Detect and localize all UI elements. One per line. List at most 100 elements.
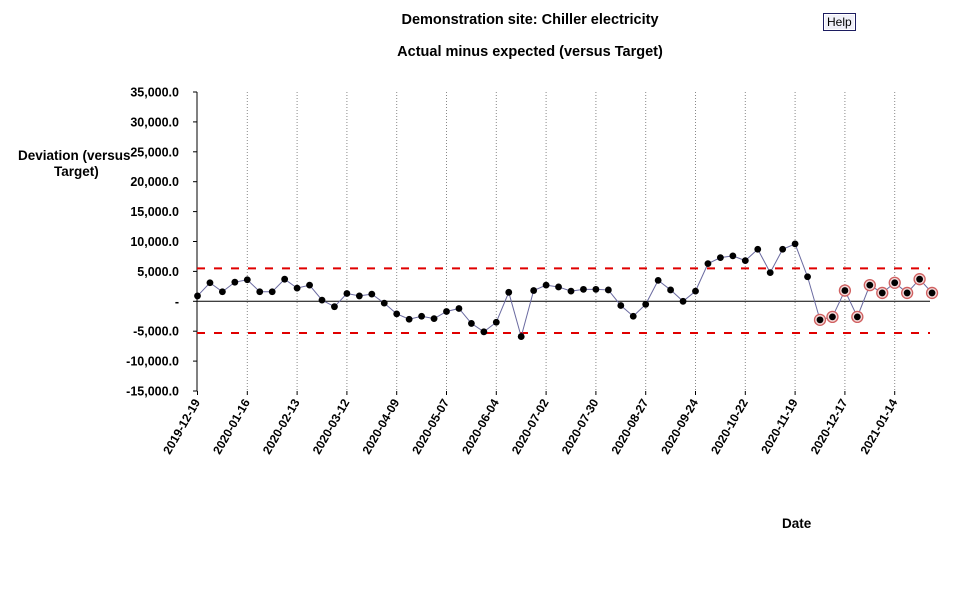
axes (193, 91, 930, 395)
data-point-2020-09-17 (679, 297, 687, 305)
data-series (194, 240, 939, 340)
gridlines (246, 92, 896, 391)
data-point-2020-02-20 (306, 281, 313, 289)
data-point-2020-02-13 (293, 284, 301, 292)
data-point-2020-10-29 (754, 245, 762, 253)
x-tick-label-2021-01-14: 2021-01-14 (857, 396, 900, 456)
x-tick-labels: 2019-12-19 2020-01-16 2020-02-13 2020-03-12… (160, 396, 900, 456)
help-button[interactable]: Help (823, 13, 856, 31)
data-point-2019-12-26 (206, 279, 214, 287)
x-tick-label-2020-06-04: 2020-06-04 (459, 396, 502, 456)
y-tick-label-30000: 30,000.0 (130, 115, 179, 129)
data-point-2020-02-27 (318, 296, 326, 304)
data-point-2020-05-14 (455, 305, 463, 312)
data-point-2020-10-15 (729, 252, 737, 260)
y-tick-label-20000: 20,000.0 (130, 175, 179, 189)
data-point-2021-01-14 (891, 279, 899, 287)
y-tick-label-15000: 15,000.0 (130, 205, 179, 219)
x-tick-label-2020-10-22: 2020-10-22 (708, 396, 751, 456)
y-tick-label-5000: 5,000.0 (137, 265, 179, 279)
y-tick-label-25000: 25,000.0 (130, 145, 179, 159)
y-tick-label-0: - (175, 295, 179, 309)
data-point-2020-11-12 (779, 245, 787, 253)
data-point-2020-03-26 (368, 290, 376, 298)
x-tick-label-2020-08-27: 2020-08-27 (608, 396, 651, 456)
data-point-2020-02-06 (281, 275, 289, 283)
data-point-2020-04-30 (430, 315, 438, 323)
x-tick-label-2020-12-17: 2020-12-17 (808, 396, 851, 456)
data-point-2020-06-18 (517, 333, 525, 340)
data-point-2020-12-24 (853, 313, 861, 321)
data-point-2020-01-02 (219, 288, 226, 296)
data-point-2020-01-16 (243, 276, 251, 284)
data-point-2020-07-16 (567, 287, 575, 295)
data-point-2020-07-23 (580, 285, 587, 293)
x-tick-label-2019-12-19: 2019-12-19 (160, 396, 203, 456)
data-point-2020-05-07 (443, 308, 450, 315)
y-axis-label-line2: Target) (54, 164, 99, 179)
y-tick-label--10000: -10,000.0 (126, 355, 179, 369)
data-point-2020-08-20 (629, 312, 637, 320)
x-tick-label-2020-07-30: 2020-07-30 (559, 396, 602, 456)
data-point-2020-11-05 (766, 269, 774, 276)
data-point-2020-09-24 (692, 287, 699, 295)
y-axis-label-line1: Deviation (versus (18, 148, 131, 163)
data-point-2020-11-26 (804, 273, 811, 281)
data-point-2020-07-30 (592, 285, 600, 293)
data-point-2020-07-09 (555, 283, 562, 291)
x-tick-label-2020-03-12: 2020-03-12 (310, 396, 353, 456)
data-point-2020-04-09 (393, 310, 401, 318)
y-tick-label--15000: -15,000.0 (126, 385, 179, 399)
chart-title: Demonstration site: Chiller electricity (401, 12, 659, 28)
x-tick-label-2020-04-09: 2020-04-09 (359, 396, 402, 456)
data-point-2020-06-11 (505, 288, 513, 296)
control-limits (197, 267, 930, 334)
data-point-2020-05-28 (480, 328, 488, 336)
data-point-2020-04-16 (405, 315, 413, 323)
data-point-2020-11-19 (791, 240, 799, 248)
data-point-2019-12-19 (194, 292, 201, 300)
data-point-2020-08-13 (617, 302, 625, 309)
x-tick-label-2020-02-13: 2020-02-13 (260, 396, 303, 456)
data-point-2020-07-02 (542, 281, 550, 289)
data-point-2020-12-03 (816, 316, 824, 324)
y-tick-labels: 35,000.0 30,000.0 25,000.0 20,000.0 15,000.0… (126, 86, 179, 399)
data-point-2020-10-01 (704, 260, 712, 268)
data-point-2020-06-04 (492, 318, 500, 326)
x-tick-label-2020-01-16: 2020-01-16 (210, 396, 253, 456)
x-tick-label-2020-11-19: 2020-11-19 (758, 396, 801, 456)
data-point-2020-03-05 (331, 303, 338, 311)
data-point-2020-05-21 (468, 320, 475, 327)
data-point-2020-08-06 (604, 286, 612, 294)
data-point-2020-10-22 (741, 257, 749, 265)
x-tick-label-2020-09-24: 2020-09-24 (658, 396, 701, 456)
data-point-2020-01-23 (256, 288, 264, 296)
data-point-2020-12-31 (866, 281, 874, 289)
y-tick-label--5000: -5,000.0 (133, 325, 179, 339)
data-point-2020-04-23 (418, 312, 425, 320)
data-point-2020-09-10 (667, 286, 674, 294)
data-point-2020-12-17 (841, 287, 849, 294)
y-axis-label: Deviation (versus Target) (18, 148, 131, 180)
x-tick-label-2020-07-02: 2020-07-02 (509, 396, 552, 456)
data-point-2020-08-27 (642, 300, 650, 308)
data-point-2021-02-04 (928, 289, 936, 297)
data-point-2021-01-28 (916, 275, 923, 283)
data-point-2021-01-07 (878, 289, 886, 297)
data-point-2021-01-21 (903, 289, 911, 297)
data-point-2020-04-02 (380, 299, 388, 307)
data-point-2020-12-10 (829, 313, 836, 321)
x-axis-label: Date (782, 516, 812, 531)
data-point-2020-01-09 (231, 278, 239, 286)
y-tick-label-10000: 10,000.0 (130, 235, 179, 249)
data-point-2020-06-25 (530, 287, 538, 294)
data-point-2020-10-08 (717, 254, 724, 262)
data-point-2020-01-30 (268, 288, 276, 296)
chart-subtitle: Actual minus expected (versus Target) (397, 44, 663, 60)
data-point-2020-09-03 (654, 276, 662, 284)
data-point-2020-03-12 (343, 290, 351, 297)
x-tick-label-2020-05-07: 2020-05-07 (409, 396, 452, 456)
data-point-2020-03-19 (355, 292, 363, 300)
y-tick-label-35000: 35,000.0 (130, 86, 179, 100)
